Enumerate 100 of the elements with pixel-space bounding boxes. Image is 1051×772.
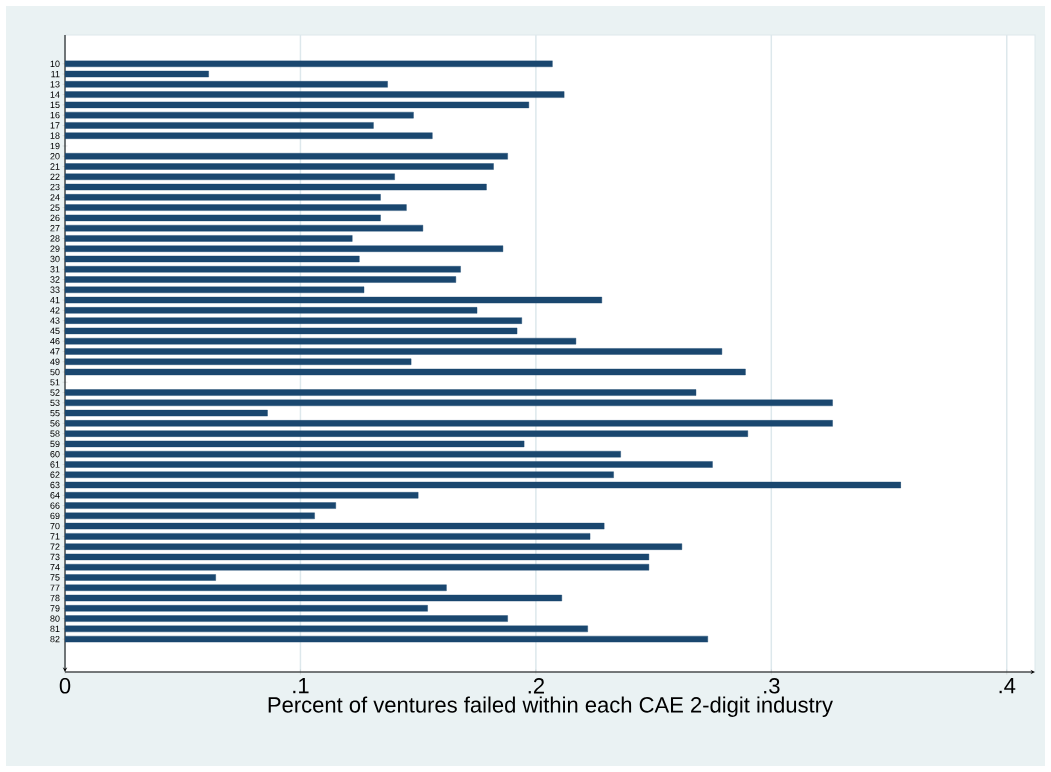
- bar: [65, 605, 428, 612]
- y-tick-label: 42: [50, 307, 60, 314]
- bar: [65, 245, 504, 252]
- y-tick-label: 74: [50, 564, 60, 571]
- bar: [65, 296, 602, 304]
- bar: [65, 502, 336, 509]
- bar: [65, 615, 508, 622]
- y-tick-label: 55: [50, 409, 60, 417]
- bar: [65, 194, 381, 201]
- y-tick-label: 71: [50, 533, 60, 540]
- bar: [65, 286, 365, 294]
- bar: [65, 122, 374, 129]
- y-tick-label: 23: [50, 183, 60, 191]
- y-tick-label: 32: [50, 276, 60, 283]
- bar: [65, 81, 388, 88]
- bar: [65, 461, 713, 468]
- y-tick-label: 47: [50, 348, 60, 355]
- bar: [65, 91, 565, 98]
- x-tick-label: .1: [293, 678, 309, 694]
- bar: [65, 574, 216, 581]
- y-tick-label: 31: [50, 266, 60, 273]
- y-tick-label: 82: [50, 635, 60, 643]
- y-tick-label: 79: [50, 605, 60, 612]
- y-tick-label: 28: [50, 235, 60, 242]
- y-tick-label: 53: [50, 399, 60, 407]
- bar: [65, 204, 407, 211]
- bar: [65, 255, 360, 263]
- bar: [65, 594, 562, 602]
- bar: [65, 368, 746, 376]
- bar: [65, 553, 650, 561]
- y-tick-label: 46: [50, 337, 60, 345]
- bar: [65, 471, 614, 478]
- bar: [65, 60, 553, 67]
- y-tick-label: 33: [50, 286, 60, 293]
- bar: [65, 153, 508, 160]
- bar: [65, 70, 209, 78]
- y-tick-label: 20: [50, 153, 60, 160]
- bar: [65, 564, 650, 571]
- y-tick-label: 56: [50, 420, 60, 427]
- bar: [65, 348, 723, 355]
- bar: [65, 358, 412, 365]
- y-tick-label: 21: [50, 163, 60, 170]
- y-tick-label: 70: [50, 522, 60, 530]
- y-tick-label: 77: [50, 584, 60, 591]
- bar: [65, 543, 683, 550]
- y-tick-label: 16: [50, 111, 60, 119]
- y-tick-label: 30: [50, 255, 60, 263]
- x-tick-label: .4: [999, 678, 1016, 694]
- y-tick-label: 80: [50, 615, 60, 622]
- y-tick-label: 27: [50, 225, 60, 232]
- y-tick-label: 45: [50, 327, 60, 335]
- y-tick-label: 26: [50, 214, 60, 222]
- bar: [65, 101, 530, 109]
- bar: [65, 389, 697, 396]
- y-tick-label: 29: [50, 245, 60, 252]
- y-tick-label: 78: [50, 594, 60, 602]
- x-tick-label: .3: [764, 678, 780, 694]
- x-axis-title: Percent of ventures failed within each CAE 2-digit industry: [268, 696, 833, 717]
- bar: [65, 522, 605, 530]
- y-tick-label: 43: [50, 317, 60, 324]
- y-tick-label: 22: [50, 173, 60, 180]
- y-tick-label: 17: [50, 122, 60, 129]
- y-tick-label: 60: [50, 451, 60, 458]
- y-tick-label: 41: [50, 296, 60, 304]
- bar: [65, 173, 395, 180]
- bar: [65, 235, 353, 242]
- bar: [65, 492, 419, 499]
- y-tick-label: 11: [51, 70, 60, 78]
- y-tick-label: 73: [50, 553, 60, 561]
- y-tick-label: 50: [50, 368, 60, 376]
- bar: [65, 276, 457, 283]
- bar: [65, 450, 621, 458]
- bar: [65, 481, 902, 489]
- y-tick-label: 72: [50, 543, 60, 550]
- y-tick-label: 25: [50, 204, 60, 211]
- y-tick-label: 58: [50, 430, 60, 437]
- y-tick-label: 10: [50, 60, 60, 67]
- bar: [65, 111, 414, 119]
- bar: [65, 214, 381, 222]
- bar: [65, 183, 487, 191]
- bar: [65, 584, 447, 591]
- bar: [65, 224, 424, 232]
- bar: [65, 512, 315, 520]
- y-tick-label: 59: [50, 440, 60, 448]
- y-tick-label: 63: [50, 481, 60, 489]
- x-tick-label: .2: [528, 678, 544, 694]
- y-tick-label: 69: [50, 512, 60, 520]
- y-tick-label: 49: [50, 358, 60, 365]
- bar: [65, 440, 525, 448]
- bar: [65, 430, 748, 437]
- y-tick-label: 81: [50, 625, 60, 633]
- bar: [65, 420, 833, 427]
- bar: [65, 307, 478, 314]
- bar: [65, 327, 518, 335]
- y-tick-label: 61: [50, 461, 60, 468]
- y-tick-label: 62: [50, 471, 60, 478]
- y-tick-label: 13: [50, 81, 60, 88]
- bar: [65, 163, 494, 170]
- y-tick-label: 18: [50, 132, 60, 139]
- y-tick-label: 52: [50, 389, 60, 396]
